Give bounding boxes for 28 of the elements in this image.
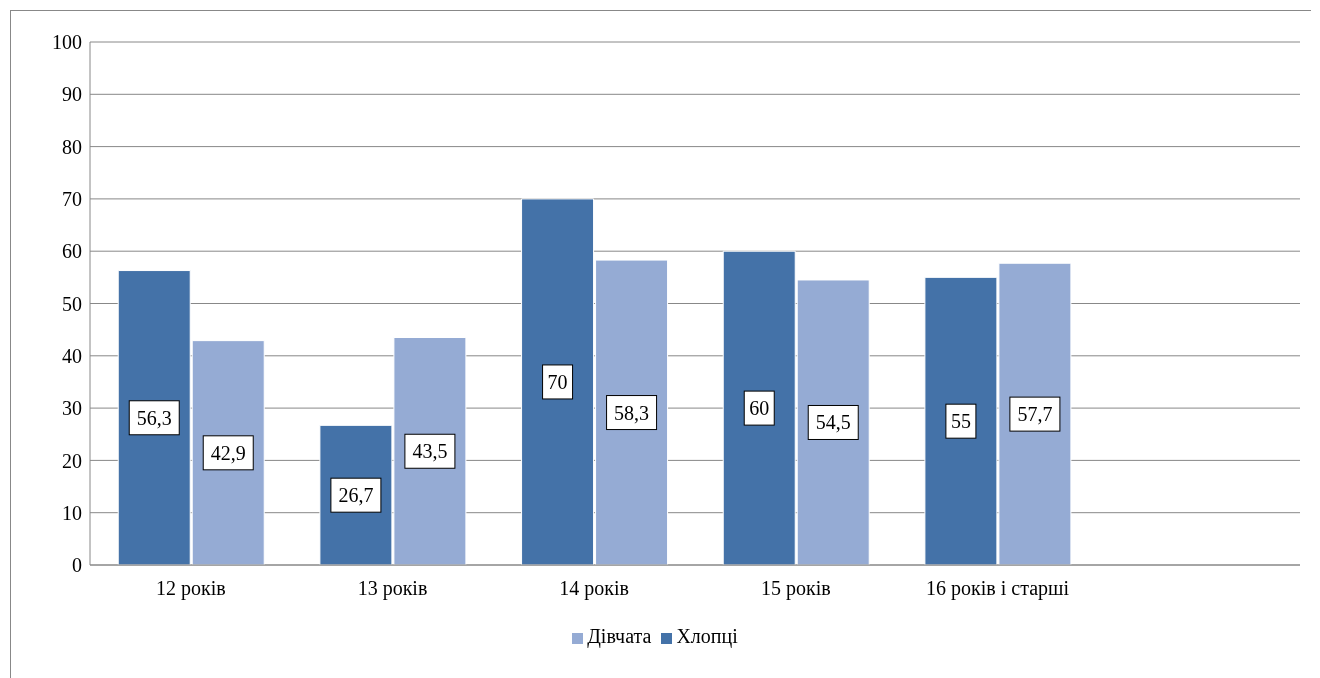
data-label: 58,3: [614, 401, 650, 424]
data-label: 56,3: [136, 406, 172, 429]
y-tick-label: 60: [62, 240, 82, 263]
y-tick-label: 40: [62, 344, 82, 367]
y-tick-label: 20: [62, 449, 82, 472]
x-tick-label: 15 років: [760, 577, 831, 601]
y-tick-label: 70: [62, 188, 82, 210]
data-label: 43,5: [412, 440, 448, 463]
x-tick-label: 14 років: [559, 577, 630, 601]
data-label: 60: [749, 397, 770, 420]
x-tick-label: 13 років: [357, 577, 428, 601]
y-tick-label: 80: [62, 135, 82, 158]
y-tick-label: 100: [52, 31, 82, 54]
legend-label: Хлопці: [676, 625, 738, 647]
data-label: 70: [547, 370, 568, 393]
data-label: 26,7: [338, 484, 374, 507]
legend-label: Дівчата: [587, 625, 652, 647]
data-label: 42,9: [210, 441, 246, 464]
y-tick-label: 0: [72, 554, 82, 577]
y-tick-label: 90: [62, 83, 82, 106]
y-tick-label: 50: [62, 292, 82, 315]
data-label: 55: [950, 410, 971, 433]
y-tick-label: 30: [62, 397, 82, 420]
x-tick-label: 12 років: [155, 577, 226, 601]
y-tick-label: 10: [62, 501, 82, 524]
x-tick-label: 16 років і старші: [926, 577, 1070, 601]
data-label: 54,5: [815, 411, 851, 434]
data-label: 57,7: [1017, 403, 1053, 426]
